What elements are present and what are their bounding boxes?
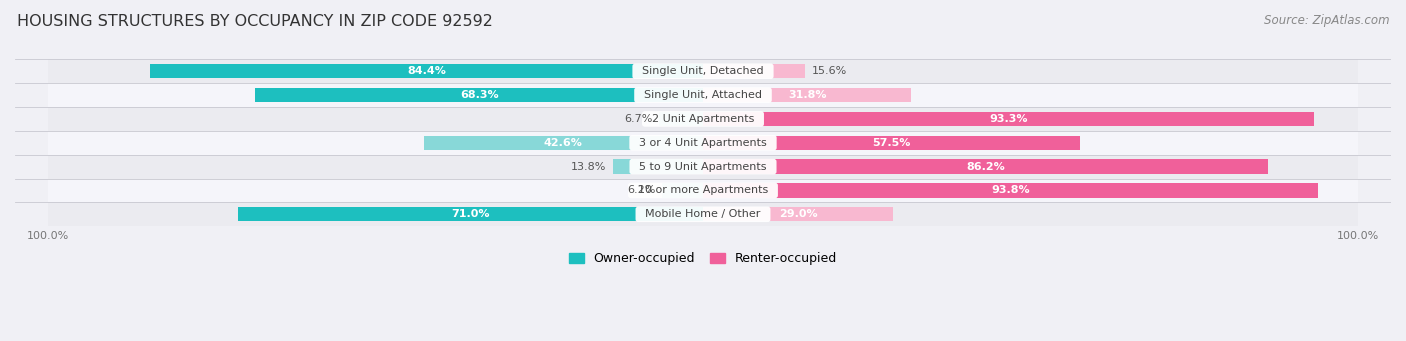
Text: 93.8%: 93.8% xyxy=(991,186,1029,195)
Bar xyxy=(613,160,703,174)
Bar xyxy=(48,202,1358,226)
Text: Single Unit, Detached: Single Unit, Detached xyxy=(636,66,770,76)
Legend: Owner-occupied, Renter-occupied: Owner-occupied, Renter-occupied xyxy=(564,247,842,270)
Text: 2 Unit Apartments: 2 Unit Apartments xyxy=(645,114,761,124)
Bar xyxy=(703,207,893,221)
Bar xyxy=(703,136,1080,150)
Text: 15.6%: 15.6% xyxy=(811,66,846,76)
Text: 3 or 4 Unit Apartments: 3 or 4 Unit Apartments xyxy=(633,138,773,148)
Text: 71.0%: 71.0% xyxy=(451,209,489,219)
Bar xyxy=(48,83,1358,107)
Bar xyxy=(703,160,1268,174)
Bar xyxy=(48,107,1358,131)
Text: 84.4%: 84.4% xyxy=(408,66,446,76)
Text: Single Unit, Attached: Single Unit, Attached xyxy=(637,90,769,100)
Text: 6.7%: 6.7% xyxy=(624,114,652,124)
Bar xyxy=(662,183,703,197)
Text: 6.2%: 6.2% xyxy=(627,186,655,195)
Text: 57.5%: 57.5% xyxy=(872,138,911,148)
Bar xyxy=(703,88,911,102)
Bar xyxy=(703,112,1315,126)
Text: HOUSING STRUCTURES BY OCCUPANCY IN ZIP CODE 92592: HOUSING STRUCTURES BY OCCUPANCY IN ZIP C… xyxy=(17,14,492,29)
Bar xyxy=(48,155,1358,179)
Bar xyxy=(48,59,1358,83)
Text: Source: ZipAtlas.com: Source: ZipAtlas.com xyxy=(1264,14,1389,27)
Bar xyxy=(238,207,703,221)
Text: 31.8%: 31.8% xyxy=(787,90,827,100)
Text: Mobile Home / Other: Mobile Home / Other xyxy=(638,209,768,219)
Bar xyxy=(150,64,703,78)
Text: 68.3%: 68.3% xyxy=(460,90,499,100)
Bar xyxy=(703,183,1317,197)
Bar xyxy=(256,88,703,102)
Bar xyxy=(423,136,703,150)
Text: 93.3%: 93.3% xyxy=(990,114,1028,124)
Text: 13.8%: 13.8% xyxy=(571,162,606,172)
Text: 10 or more Apartments: 10 or more Apartments xyxy=(631,186,775,195)
Text: 42.6%: 42.6% xyxy=(544,138,583,148)
Text: 5 to 9 Unit Apartments: 5 to 9 Unit Apartments xyxy=(633,162,773,172)
Bar xyxy=(48,179,1358,202)
Bar xyxy=(659,112,703,126)
Text: 29.0%: 29.0% xyxy=(779,209,817,219)
Bar xyxy=(48,131,1358,155)
Bar xyxy=(703,64,806,78)
Text: 86.2%: 86.2% xyxy=(966,162,1005,172)
